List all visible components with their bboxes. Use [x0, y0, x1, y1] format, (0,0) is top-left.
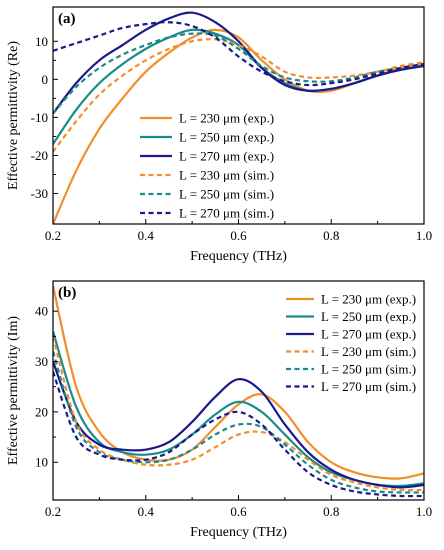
panel-a: 0.2 0.4 0.6 0.8 1.0 -30 -20 -10 0 10 Frequency (TH… — [6, 6, 432, 264]
x-tick-label: 0.8 — [323, 504, 339, 519]
legend-label-2: L = 270 μm (exp.) — [179, 149, 274, 164]
x-tick-label: 0.4 — [138, 504, 155, 519]
legend-label-0: L = 230 μm (exp.) — [321, 292, 416, 307]
y-tick-label: -20 — [31, 148, 48, 163]
y-axis-label: Effective permittivity (Im) — [6, 316, 21, 465]
legend: L = 230 μm (exp.) L = 250 μm (exp.) L = 27… — [286, 292, 416, 394]
legend-label-5: L = 270 μm (sim.) — [321, 379, 416, 394]
legend-label-4: L = 250 μm (sim.) — [321, 362, 416, 377]
series-line-4 — [53, 32, 424, 115]
series-group — [53, 11, 424, 224]
x-tick-label: 0.8 — [323, 228, 339, 243]
y-tick-label: 20 — [35, 404, 48, 419]
y-tick-label: -10 — [31, 110, 48, 125]
series-line-3 — [53, 336, 424, 492]
x-tick-label: 0.6 — [230, 504, 247, 519]
series-line-2 — [53, 11, 424, 115]
y-tick-label: -30 — [31, 186, 48, 201]
legend-label-0: L = 230 μm (exp.) — [179, 111, 274, 126]
series-line-3 — [53, 38, 424, 153]
x-tick-label: 0.2 — [45, 504, 61, 519]
panel-label: (a) — [58, 11, 76, 27]
legend-label-3: L = 230 μm (sim.) — [321, 344, 416, 359]
x-tick-label: 1.0 — [416, 228, 432, 243]
legend-label-3: L = 230 μm (sim.) — [179, 168, 274, 183]
y-tick-label: 10 — [35, 34, 48, 49]
series-group — [53, 285, 424, 498]
series-line-5 — [53, 21, 424, 87]
legend-label-1: L = 250 μm (exp.) — [179, 130, 274, 145]
panel-label: (b) — [58, 285, 76, 301]
x-tick-label: 0.2 — [45, 228, 61, 243]
y-tick-label: 0 — [42, 72, 49, 87]
x-tick-label: 0.6 — [230, 228, 247, 243]
legend: L = 230 μm (exp.) L = 250 μm (exp.) L = 27… — [140, 111, 274, 221]
legend-label-5: L = 270 μm (sim.) — [179, 206, 274, 221]
legend-label-1: L = 250 μm (exp.) — [321, 309, 416, 324]
series-line-2 — [53, 361, 424, 489]
legend-label-4: L = 250 μm (sim.) — [179, 187, 274, 202]
x-axis-label: Frequency (THz) — [190, 525, 287, 540]
x-tick-label: 0.4 — [138, 228, 155, 243]
x-tick-label: 1.0 — [416, 504, 432, 519]
x-axis-label: Frequency (THz) — [190, 249, 287, 264]
series-line-5 — [53, 371, 424, 498]
legend-label-2: L = 270 μm (exp.) — [321, 327, 416, 342]
y-axis-label: Effective permittivity (Re) — [6, 41, 21, 190]
y-tick-label: 10 — [35, 455, 48, 470]
panel-b: 0.2 0.4 0.6 0.8 1.0 10 20 30 40 Frequency (THz) Ef… — [6, 280, 432, 540]
series-line-0 — [53, 285, 424, 480]
y-tick-label: 30 — [35, 354, 48, 369]
y-tick-label: 40 — [35, 304, 48, 319]
